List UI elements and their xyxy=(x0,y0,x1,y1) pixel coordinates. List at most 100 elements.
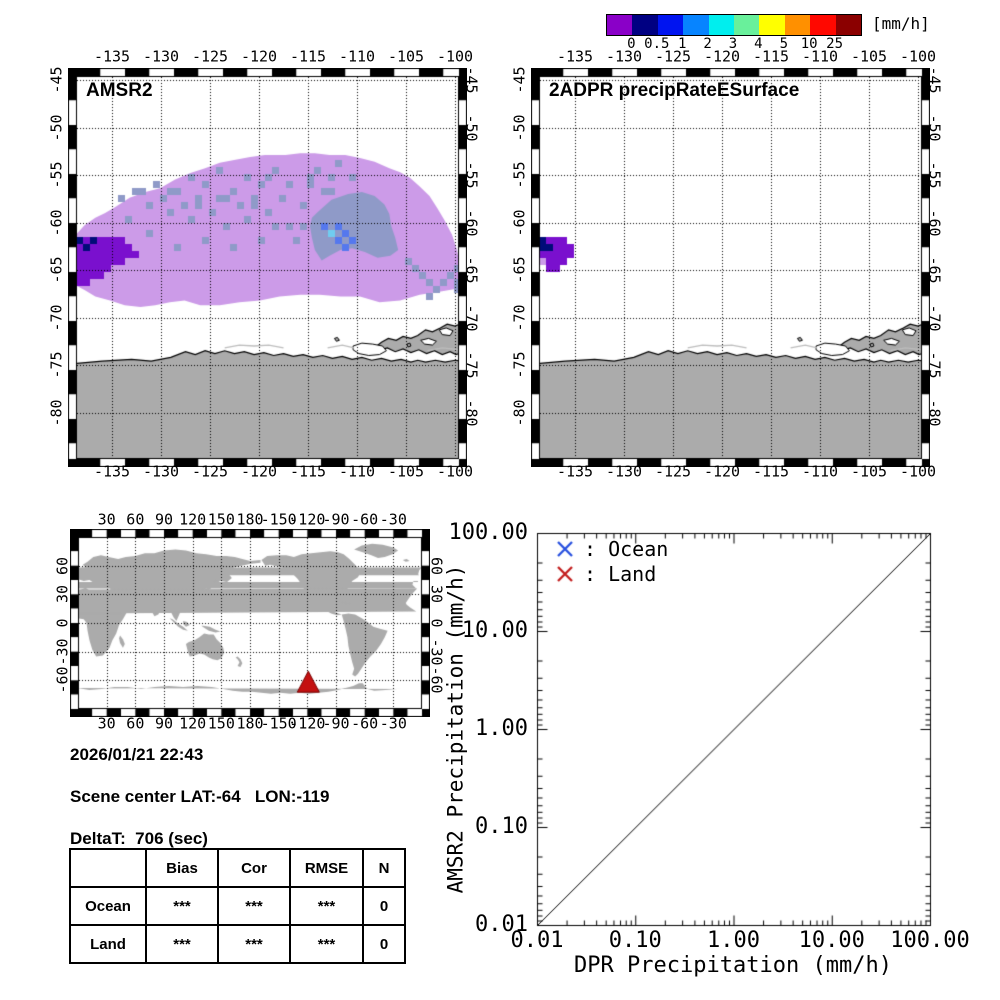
lon-tick-label-top: -115 xyxy=(752,47,790,66)
stats-row-label-land: Land xyxy=(69,924,147,964)
world-lat-tick-label-right: -60 xyxy=(427,666,446,694)
colorbar-segment-6 xyxy=(759,15,785,35)
scatter-y-tick-label: 1.00 xyxy=(475,716,528,741)
lat-tick-label-right: -50 xyxy=(925,113,944,142)
colorbar-segment-8 xyxy=(810,15,836,35)
lat-tick-label-left: -70 xyxy=(510,303,529,332)
world-lon-tick-label-bottom: -30 xyxy=(379,714,407,733)
stats-row-label-ocean: Ocean xyxy=(69,886,147,926)
lon-tick-label-top: -110 xyxy=(338,47,376,66)
lat-tick-label-left: -60 xyxy=(47,208,66,237)
lat-tick-label-left: -60 xyxy=(510,208,529,237)
lon-tick-label-bottom: -125 xyxy=(654,462,692,481)
legend-ocean-label: : Ocean xyxy=(584,537,669,561)
world-lon-tick-label-bottom: -120 xyxy=(289,714,326,733)
scatter-x-axis-label: DPR Precipitation (mm/h) xyxy=(574,953,892,978)
colorbar-tick-label: 3 xyxy=(728,36,738,52)
legend-land-label: : Land xyxy=(584,562,657,586)
overview-map-canvas xyxy=(70,529,430,717)
colorbar-unit-label: [mm/h] xyxy=(872,14,930,33)
scatter-x-tick-label: 10.00 xyxy=(798,928,865,953)
lat-tick-label-left: -65 xyxy=(510,256,529,284)
lat-tick-label-right: -80 xyxy=(925,398,944,427)
world-lon-tick-label-top: 90 xyxy=(154,510,174,529)
lon-tick-label-top: -105 xyxy=(387,47,425,66)
lon-tick-label-top: -130 xyxy=(142,47,180,66)
colorbar-tick-label: 10 xyxy=(800,36,818,52)
lon-tick-label-top: -135 xyxy=(93,47,131,66)
scatter-x-tick-label: 1.00 xyxy=(707,928,760,953)
world-lon-tick-label-bottom: -150 xyxy=(260,714,297,733)
scene-center-text: Scene center LAT:-64 LON:-119 xyxy=(70,787,330,806)
lon-tick-label-top: -130 xyxy=(605,47,643,66)
colorbar-tick-label: 2 xyxy=(703,36,712,52)
world-lon-tick-label-top: -30 xyxy=(379,510,407,529)
lon-tick-label-top: -115 xyxy=(289,47,327,66)
lon-tick-label-bottom: -115 xyxy=(752,462,790,481)
dpr-panel-title: 2ADPR precipRateESurface xyxy=(549,80,800,101)
lat-tick-label-left: -55 xyxy=(47,161,66,189)
colorbar-segment-1 xyxy=(632,15,658,35)
world-lon-tick-label-top: -120 xyxy=(289,510,326,529)
scatter-y-tick-label: 0.10 xyxy=(475,814,528,839)
world-lat-tick-label-left: 60 xyxy=(53,556,72,575)
stats-value-cell: 0 xyxy=(362,886,406,926)
lat-tick-label-right: -70 xyxy=(925,303,944,332)
stats-header-rmse: RMSE xyxy=(289,848,364,888)
dpr-map-canvas xyxy=(531,68,930,467)
stats-header-n: N xyxy=(362,848,406,888)
lat-tick-label-right: -65 xyxy=(925,256,944,284)
lon-tick-label-top: -125 xyxy=(191,47,229,66)
scatter-x-tick-label: 0.10 xyxy=(608,928,662,953)
lat-tick-label-left: -75 xyxy=(47,351,66,379)
lat-tick-label-left: -45 xyxy=(47,66,66,94)
world-lon-tick-label-top: 30 xyxy=(97,510,116,529)
world-lon-tick-label-top: 180 xyxy=(236,510,264,529)
colorbar-tick-label: 0.5 xyxy=(644,36,670,52)
world-lon-tick-label-bottom: 180 xyxy=(236,714,264,733)
stats-header-bias: Bias xyxy=(145,848,219,888)
world-lat-tick-label-right: 60 xyxy=(427,556,446,575)
world-lat-tick-label-right: 30 xyxy=(427,585,446,604)
world-lon-tick-label-bottom: -90 xyxy=(322,714,350,733)
scatter-y-axis-label: AMSR2 Precipitation (mm/h) xyxy=(443,564,468,894)
world-lon-tick-label-top: 120 xyxy=(179,510,207,529)
amsr2-panel-title: AMSR2 xyxy=(86,80,153,101)
stats-value-cell: *** xyxy=(289,924,364,964)
stats-value-cell: *** xyxy=(289,886,364,926)
lat-tick-label-left: -55 xyxy=(510,161,529,189)
lat-tick-label-right: -45 xyxy=(462,66,481,94)
lat-tick-label-left: -45 xyxy=(510,66,529,94)
lat-tick-label-right: -70 xyxy=(462,303,481,332)
lat-tick-label-right: -45 xyxy=(925,66,944,94)
lat-tick-label-right: -75 xyxy=(925,351,944,379)
scatter-x-tick-label: 100.00 xyxy=(890,928,970,953)
world-lat-tick-label-left: -30 xyxy=(53,638,72,666)
world-lon-tick-label-top: -60 xyxy=(351,510,379,529)
lat-tick-label-right: -75 xyxy=(462,351,481,379)
world-lat-tick-label-right: -30 xyxy=(427,638,446,666)
world-lon-tick-label-bottom: 90 xyxy=(154,714,174,733)
world-lon-tick-label-bottom: -60 xyxy=(351,714,379,733)
stats-table: Bias Cor RMSE N Ocean *** *** *** 0 Land *** *** ***… xyxy=(69,848,406,964)
world-lon-tick-label-bottom: 150 xyxy=(207,714,235,733)
lon-tick-label-top: -135 xyxy=(556,47,594,66)
lat-tick-label-left: -80 xyxy=(47,398,66,427)
lat-tick-label-right: -80 xyxy=(462,398,481,427)
colorbar-tick-label: 0 xyxy=(627,36,636,52)
lon-tick-label-bottom: -125 xyxy=(191,462,229,481)
lon-tick-label-bottom: -135 xyxy=(93,462,131,481)
lat-tick-label-left: -80 xyxy=(510,398,529,427)
lon-tick-label-bottom: -130 xyxy=(142,462,180,481)
world-lon-tick-label-bottom: 120 xyxy=(179,714,207,733)
scatter-x-tick-label: 0.01 xyxy=(510,928,564,953)
colorbar-tick-label: 5 xyxy=(779,36,789,52)
stats-value-cell: *** xyxy=(217,924,291,964)
lon-tick-label-bottom: -110 xyxy=(801,462,839,481)
lon-tick-label-top: -120 xyxy=(703,47,741,66)
lat-tick-label-right: -55 xyxy=(925,161,944,189)
lon-tick-label-bottom: -100 xyxy=(899,462,937,481)
stats-value-cell: *** xyxy=(145,886,219,926)
world-lat-tick-label-left: 30 xyxy=(53,585,72,604)
